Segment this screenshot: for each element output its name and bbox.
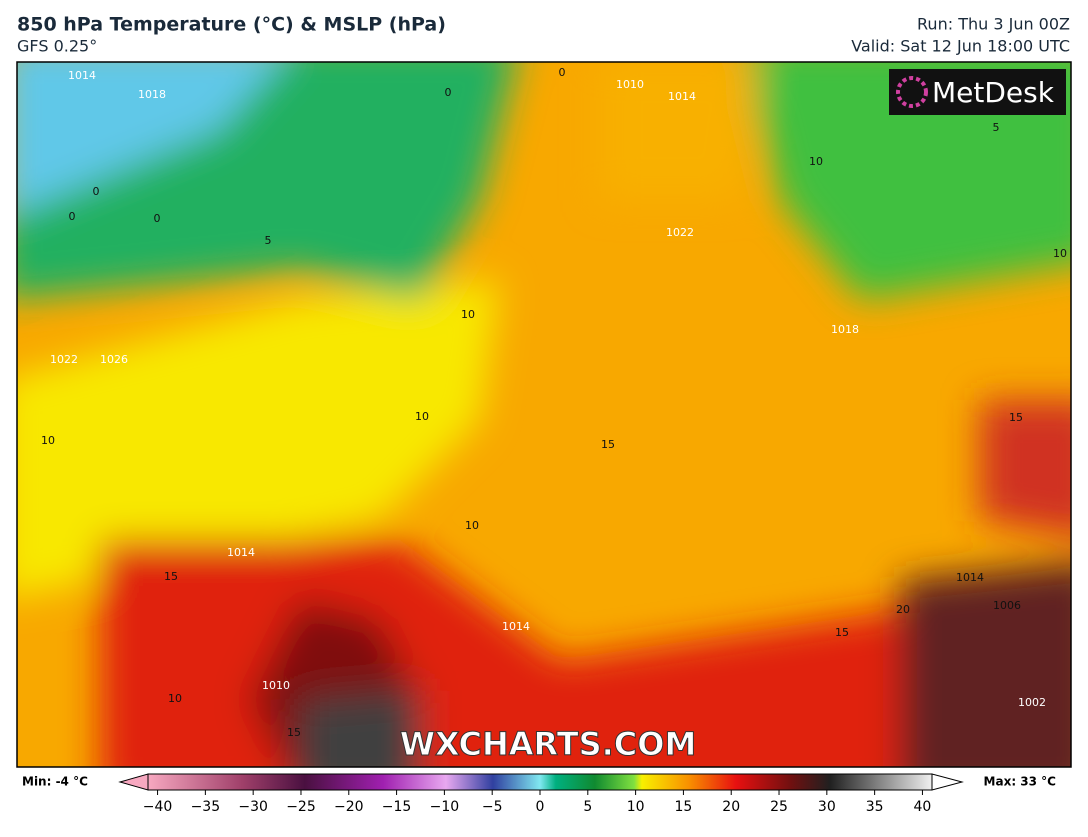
contour-label: 1014 (956, 571, 984, 584)
colorbar-tick-label: −30 (238, 799, 268, 815)
contour-label: 15 (601, 438, 615, 451)
run: Run: Thu 3 Jun 00Z (917, 15, 1070, 34)
colorbar-tick-label: −10 (430, 799, 460, 815)
logo-icon (896, 76, 928, 108)
colorbar-tick-label: 5 (583, 799, 592, 815)
colorbar-tick-label: 35 (866, 799, 884, 815)
contour-label: 1026 (100, 353, 128, 366)
contour-label: 0 (93, 185, 100, 198)
map-frame (16, 61, 1072, 768)
colorbar-tick-label: 0 (536, 799, 545, 815)
logo-box (889, 69, 1066, 115)
colorbar-tick-label: −35 (191, 799, 221, 815)
contour-label: 1018 (138, 88, 166, 101)
contour-label: 10 (809, 155, 823, 168)
contour-label: 1014 (68, 69, 96, 82)
contour-label: 5 (265, 234, 272, 247)
contour-label: 10 (41, 434, 55, 447)
colorbar-tick-label: 15 (675, 799, 693, 815)
colorbar-tick-label: −25 (286, 799, 316, 815)
contour-label: 1002 (1018, 696, 1046, 709)
contour-label: 1010 (616, 78, 644, 91)
title: 850 hPa Temperature (°C) & MSLP (hPa) (17, 14, 446, 36)
colorbar-tick-label: 25 (770, 799, 788, 815)
colorbar-tick-label: 10 (627, 799, 645, 815)
contour-label: 1018 (831, 323, 859, 336)
max-label: Max: 33 °C (984, 775, 1057, 789)
contour-label: 10 (168, 692, 182, 705)
watermark: WXCHARTS.COM (400, 725, 697, 763)
contour-label: 0 (445, 86, 452, 99)
contour-label: 1022 (50, 353, 78, 366)
colorbar-tick-label: 40 (914, 799, 932, 815)
contour-label: 1014 (668, 90, 696, 103)
colorbar-min-arrow (118, 773, 149, 791)
contour-label: 10 (1053, 247, 1067, 260)
contour-label: 10 (461, 308, 475, 321)
colorbar-tick-label: −15 (382, 799, 412, 815)
colorbar-tick-label: −5 (482, 799, 503, 815)
colorbar-tick-label: 30 (818, 799, 836, 815)
contour-label: 1014 (227, 546, 255, 559)
contour-label: 10 (465, 519, 479, 532)
contour-label: 15 (1009, 411, 1023, 424)
subtitle: GFS 0.25° (17, 37, 97, 56)
colorbar-tick-label: 20 (722, 799, 740, 815)
contour-label: 15 (164, 570, 178, 583)
contour-label: 1022 (666, 226, 694, 239)
contour-label: 1010 (262, 679, 290, 692)
colorbar (147, 773, 933, 791)
contour-label: 10 (415, 410, 429, 423)
contour-label: 15 (287, 726, 301, 739)
colorbar-tick-label: −20 (334, 799, 364, 815)
map (17, 62, 1071, 767)
contour-label: 0 (154, 212, 161, 225)
colorbar-max-arrow (931, 773, 964, 791)
contour-label: 5 (993, 121, 1000, 134)
contour-label: 0 (69, 210, 76, 223)
valid: Valid: Sat 12 Jun 18:00 UTC (851, 37, 1070, 56)
contour-label: 1014 (502, 620, 530, 633)
contour-label: 0 (559, 66, 566, 79)
min-label: Min: -4 °C (22, 775, 88, 789)
logo: MetDesk (932, 76, 1055, 109)
contour-label: 1006 (993, 599, 1021, 612)
contour-label: 15 (835, 626, 849, 639)
contour-label: 20 (896, 603, 910, 616)
colorbar-tick-label: −40 (143, 799, 173, 815)
